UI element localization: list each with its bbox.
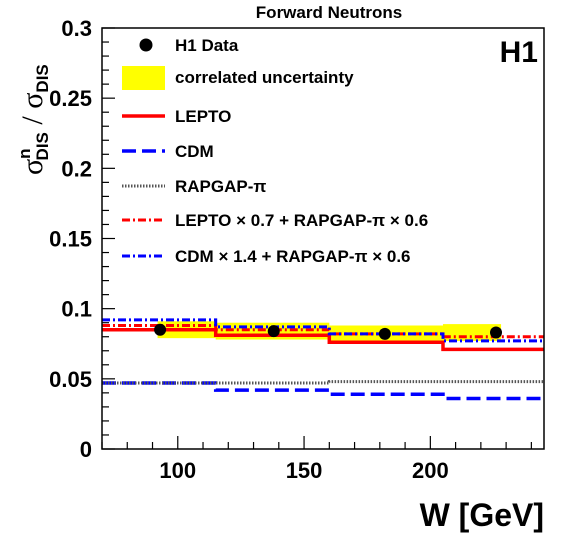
series-line-cdm [102,381,544,401]
x-tick-label: 100 [159,458,196,483]
y-tick-label: 0.1 [61,297,92,322]
legend-label-mix2: CDM × 1.4 + RAPGAP-π × 0.6 [175,247,411,266]
x-tick-label: 200 [412,458,449,483]
y-ticks: 0 0.05 0.1 0.15 0.2 0.25 0.3 [49,16,115,462]
legend-label-cdm: CDM [175,142,214,161]
legend-label-band: correlated uncertainty [175,68,354,87]
x-tick-label: 150 [286,458,323,483]
x-ticks: 100 150 200 [101,436,532,483]
legend-swatch-band [122,66,165,90]
data-point [267,325,280,338]
y-axis-label-main2: σ [16,93,49,109]
series-line-rapgap [102,380,544,385]
series-layer [102,318,544,401]
y-tick-label: 0.3 [61,16,92,41]
y-tick-label: 0.25 [49,86,92,111]
y-axis-label-sup: n [15,148,34,158]
data-point [490,326,503,339]
legend-label-rapgap: RAPGAP-π [175,177,266,196]
y-axis-label: σnDIS / σDIS [15,64,52,175]
legend-label-mix1: LEPTO × 0.7 + RAPGAP-π × 0.6 [175,211,428,230]
legend-label-data: H1 Data [175,36,239,55]
y-tick-label: 0.2 [61,156,92,181]
y-tick-label: 0.05 [49,367,92,392]
y-axis-label-sub: DIS [33,132,52,160]
data-points-layer [154,323,503,340]
y-tick-label: 0.15 [49,227,92,252]
legend-label-lepto: LEPTO [175,107,231,126]
y-axis-label-main: σ [16,159,49,175]
data-point [378,327,391,340]
y-tick-label: 0 [80,437,92,462]
data-point [154,323,167,336]
legend-marker-data [139,38,153,52]
chart-title: Forward Neutrons [256,3,402,22]
legend: H1 Data correlated uncertainty LEPTO CDM… [122,36,428,266]
plot-frame [101,27,545,450]
y-axis-label-sub2: DIS [33,64,52,92]
x-axis-label: W [GeV] [420,497,544,533]
y-axis-label-slash: / [16,109,49,132]
series-line-mix2 [102,318,544,343]
brand-label: H1 [500,36,538,69]
